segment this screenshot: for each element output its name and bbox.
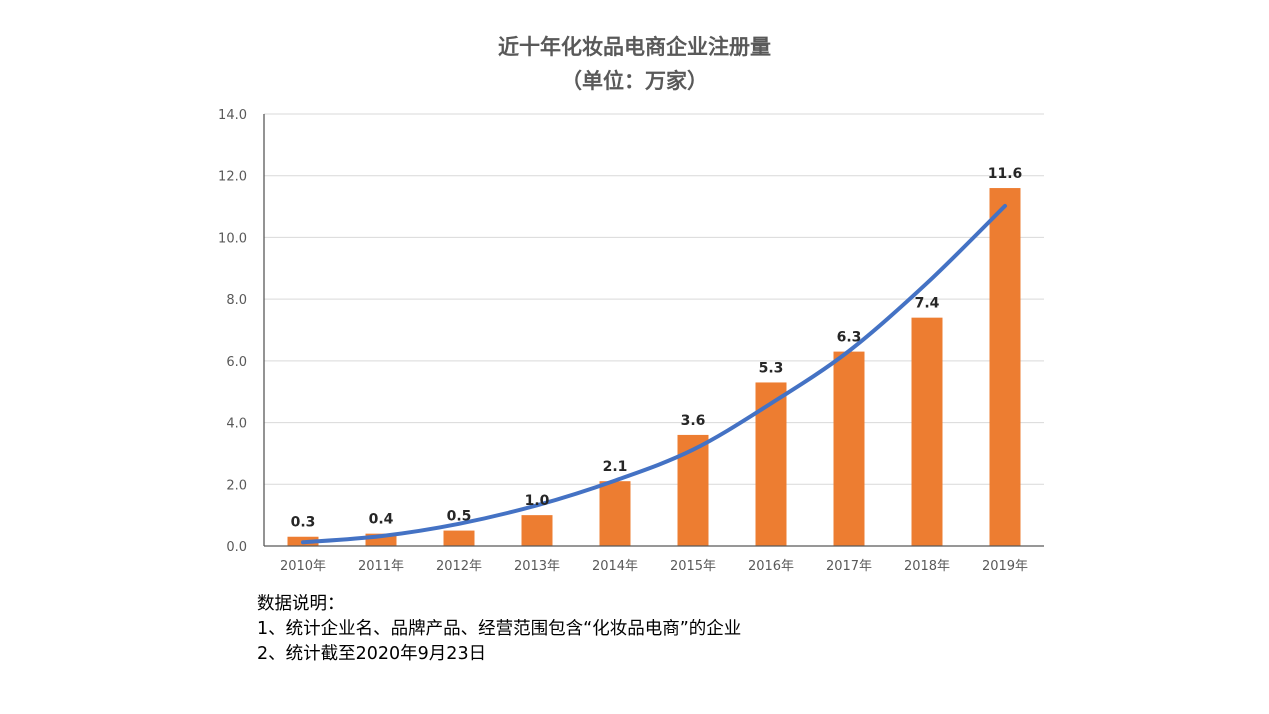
notes-line-2: 2、统计截至2020年9月23日	[257, 644, 487, 664]
x-tick-label: 2013年	[514, 559, 560, 574]
y-tick-label: 14.0	[218, 108, 247, 123]
data-label: 0.5	[447, 509, 472, 525]
data-label: 11.6	[988, 166, 1023, 182]
bar	[833, 351, 865, 546]
bar	[755, 382, 787, 546]
y-tick-label: 10.0	[218, 231, 247, 246]
axes: 0.0 2.0 4.0 6.0 8.0 10.0 12.0 14.0 2010年 2011年 201…	[218, 108, 1044, 574]
y-tick-label: 12.0	[218, 170, 247, 185]
trendline-group	[301, 203, 1007, 545]
x-tick-label: 2019年	[982, 559, 1028, 574]
y-tick-label: 8.0	[226, 293, 247, 308]
data-label: 5.3	[759, 360, 784, 376]
x-tick-label: 2011年	[358, 559, 404, 574]
bar	[989, 188, 1021, 547]
data-label: 0.4	[369, 512, 394, 528]
notes-line-1: 1、统计企业名、品牌产品、经营范围包含“化妆品电商”的企业	[257, 619, 742, 639]
bars	[287, 188, 1021, 547]
x-tick-label: 2017年	[826, 559, 872, 574]
bar	[443, 530, 475, 546]
x-tick-label: 2010年	[280, 559, 326, 574]
y-tick-label: 4.0	[226, 417, 247, 432]
data-label: 0.3	[291, 515, 316, 531]
chart-title: 近十年化妆品电商企业注册量	[498, 35, 771, 59]
y-tick-label: 6.0	[226, 355, 247, 370]
x-tick-label: 2018年	[904, 559, 950, 574]
data-label: 6.3	[837, 330, 862, 346]
bar	[521, 515, 553, 546]
y-tick-label: 2.0	[226, 478, 247, 493]
data-notes: 数据说明： 1、统计企业名、品牌产品、经营范围包含“化妆品电商”的企业 2、统计…	[257, 592, 741, 667]
chart-subtitle: （单位：万家）	[561, 69, 708, 93]
data-label: 3.6	[681, 413, 706, 429]
data-label: 7.4	[915, 296, 940, 312]
notes-heading: 数据说明：	[257, 594, 345, 614]
chart-title-block: 近十年化妆品电商企业注册量 （单位：万家）	[0, 30, 1269, 98]
y-tick-label: 0.0	[226, 540, 247, 555]
bar	[911, 317, 943, 546]
x-tick-label: 2016年	[748, 559, 794, 574]
data-label: 2.1	[603, 459, 628, 475]
x-tick-label: 2014年	[592, 559, 638, 574]
trendline	[301, 203, 1007, 545]
x-tick-label: 2012年	[436, 559, 482, 574]
bar	[599, 481, 631, 546]
value-labels: 0.3 0.4 0.5 1.0 2.1 3.6 5.3 6.3 7.4 11.6	[291, 166, 1023, 531]
data-label: 1.0	[525, 493, 550, 509]
x-tick-label: 2015年	[670, 559, 716, 574]
